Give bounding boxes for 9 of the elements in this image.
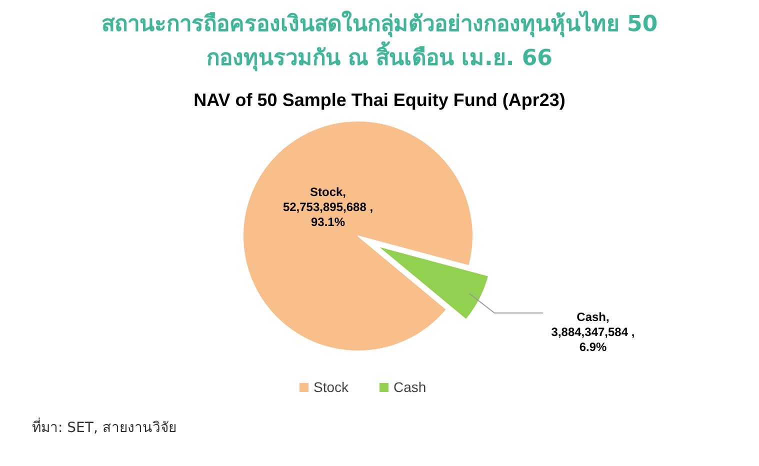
category-label: Stock,	[310, 185, 346, 199]
text: 52,753,895,688 , 93.1%	[282, 200, 374, 229]
category-label: Cash,	[576, 310, 610, 324]
chart-subtitle: NAV of 50 Sample Thai Equity Fund (Apr23)	[194, 90, 566, 110]
text: ที่มา: SET, สายงานวิจัย	[32, 416, 178, 438]
chart-title: สถานะการถือครองเงินสดในกลุ่มตัวอย่างกองทุนหุ้นไทย 50 กองทุนรวมกัน ณ สิ้นเดือน เม.ย. 66	[100, 10, 659, 74]
legend-label: Cash	[394, 379, 426, 395]
legend-label: Stock	[314, 379, 350, 395]
text: 3,884,347,584 , 6.9%	[551, 325, 635, 354]
